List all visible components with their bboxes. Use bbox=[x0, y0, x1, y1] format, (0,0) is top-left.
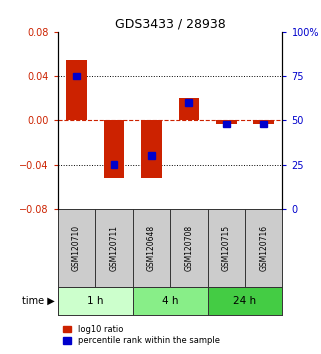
Bar bbox=[104, 120, 124, 178]
Bar bbox=[254, 120, 274, 124]
Bar bbox=[216, 120, 237, 124]
Text: GSM120708: GSM120708 bbox=[184, 225, 193, 271]
Text: GSM120648: GSM120648 bbox=[147, 225, 156, 271]
Bar bbox=[178, 98, 199, 120]
Text: GSM120710: GSM120710 bbox=[72, 225, 81, 271]
Bar bbox=[110, 161, 117, 168]
Bar bbox=[186, 99, 192, 106]
Bar bbox=[73, 73, 80, 79]
Text: 1 h: 1 h bbox=[87, 296, 103, 306]
Bar bbox=[58, 287, 133, 315]
Bar bbox=[208, 287, 282, 315]
Text: GSM120716: GSM120716 bbox=[259, 225, 268, 271]
Bar bbox=[141, 120, 162, 178]
Text: 4 h: 4 h bbox=[162, 296, 178, 306]
Bar bbox=[223, 121, 230, 127]
Bar bbox=[260, 121, 267, 127]
Bar bbox=[66, 59, 87, 120]
Bar bbox=[133, 287, 208, 315]
Text: GSM120711: GSM120711 bbox=[109, 225, 118, 271]
Title: GDS3433 / 28938: GDS3433 / 28938 bbox=[115, 18, 226, 31]
Text: time ▶: time ▶ bbox=[22, 296, 55, 306]
Legend: log10 ratio, percentile rank within the sample: log10 ratio, percentile rank within the … bbox=[62, 324, 221, 346]
Bar bbox=[148, 153, 155, 159]
Text: GSM120715: GSM120715 bbox=[222, 225, 231, 271]
Text: 24 h: 24 h bbox=[233, 296, 256, 306]
